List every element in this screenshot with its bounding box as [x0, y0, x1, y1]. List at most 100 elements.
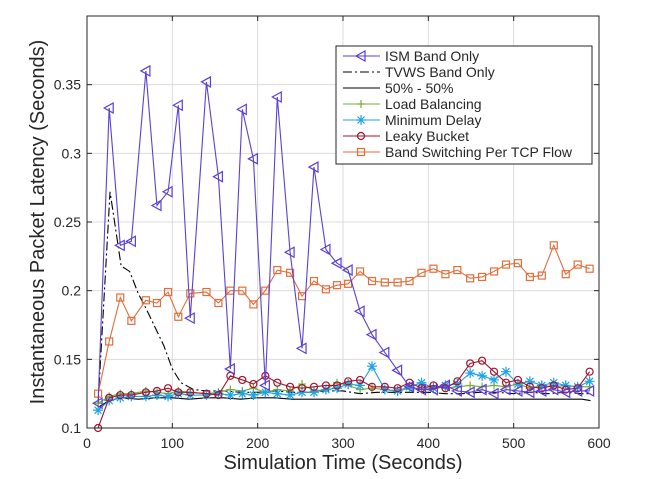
data-point — [186, 289, 195, 298]
data-point — [452, 379, 463, 390]
legend-marker — [356, 131, 366, 141]
data-point — [560, 380, 571, 391]
data-point — [283, 246, 295, 259]
data-point — [259, 379, 270, 392]
data-point — [309, 276, 319, 286]
data-point — [260, 387, 271, 398]
data-point — [102, 101, 114, 115]
series-line — [97, 360, 591, 429]
data-point — [536, 380, 547, 391]
data-point — [174, 388, 183, 397]
x-tick-label: 0 — [83, 435, 91, 451]
data-point — [453, 265, 462, 275]
data-point — [320, 384, 331, 395]
data-point — [466, 381, 475, 390]
data-point — [343, 379, 354, 390]
data-point — [466, 274, 475, 283]
data-point — [525, 382, 534, 391]
legend-marker — [357, 100, 365, 108]
data-point — [537, 271, 546, 280]
data-point — [463, 386, 475, 399]
legend-label: ISM Band Only — [385, 48, 479, 64]
data-point — [427, 383, 439, 396]
data-point — [585, 264, 594, 273]
data-point — [273, 265, 282, 275]
data-point — [295, 342, 307, 355]
data-point — [298, 380, 307, 389]
data-point — [344, 377, 353, 386]
data-point — [549, 241, 558, 250]
data-point — [141, 296, 150, 305]
data-point — [561, 270, 570, 279]
axes: 0 100 200 300 400 500 600 0.1 0.15 0.2 0.25 0.3 0.35 — [54, 16, 611, 451]
data-point — [238, 286, 247, 295]
data-point — [297, 387, 308, 398]
data-point — [477, 356, 487, 365]
data-point — [214, 298, 223, 308]
data-point — [330, 257, 342, 270]
legend-label: 50% - 50% — [385, 80, 453, 96]
data-point — [429, 264, 438, 273]
data-point — [140, 391, 151, 402]
data-point — [548, 377, 559, 388]
data-point — [547, 383, 559, 396]
data-point — [439, 379, 450, 392]
legend-marker — [356, 115, 366, 125]
data-point — [513, 259, 523, 268]
data-point — [403, 380, 415, 393]
data-point — [201, 390, 212, 401]
data-point — [583, 384, 595, 397]
data-point — [116, 293, 125, 302]
data-point — [378, 346, 390, 359]
data-point — [353, 305, 365, 318]
data-point — [584, 376, 595, 387]
series-line — [97, 243, 590, 394]
data-point — [225, 390, 236, 401]
data-point — [367, 382, 377, 391]
data-point — [465, 368, 476, 379]
data-point — [214, 390, 223, 400]
data-point — [174, 312, 183, 321]
legend-label: TVWS Band Only — [385, 64, 495, 80]
data-point — [272, 388, 283, 399]
data-point — [487, 387, 499, 400]
data-point — [416, 377, 427, 388]
data-point — [321, 381, 331, 390]
data-point — [535, 384, 547, 397]
data-point — [285, 382, 295, 391]
data-point — [380, 382, 389, 391]
data-point — [513, 375, 523, 385]
data-point — [417, 268, 426, 277]
x-tick-label: 600 — [587, 435, 611, 451]
data-point — [247, 152, 258, 165]
series-layer — [91, 64, 595, 433]
legend-label: Minimum Delay — [385, 112, 481, 128]
series-6 — [93, 241, 594, 398]
data-point — [163, 391, 174, 402]
data-point — [141, 388, 150, 397]
data-point — [466, 359, 475, 368]
x-axis-label: Simulation Time (Seconds) — [224, 452, 463, 474]
data-point — [151, 390, 162, 401]
data-point — [152, 298, 162, 308]
data-point — [501, 260, 511, 269]
data-point — [524, 376, 535, 387]
data-point — [523, 386, 535, 399]
data-point — [114, 239, 125, 252]
data-point — [332, 381, 342, 390]
data-point — [186, 388, 195, 397]
data-point — [127, 316, 136, 325]
data-point — [213, 388, 224, 399]
data-point — [511, 384, 523, 397]
data-point — [367, 276, 377, 286]
y-tick-label: 0.2 — [62, 283, 82, 299]
data-point — [173, 388, 184, 399]
data-point — [309, 382, 319, 391]
data-point — [572, 381, 583, 392]
data-point — [93, 405, 104, 416]
series-0 — [91, 64, 595, 410]
data-point — [200, 75, 212, 88]
data-point — [202, 389, 211, 398]
x-tick-label: 300 — [331, 435, 355, 451]
